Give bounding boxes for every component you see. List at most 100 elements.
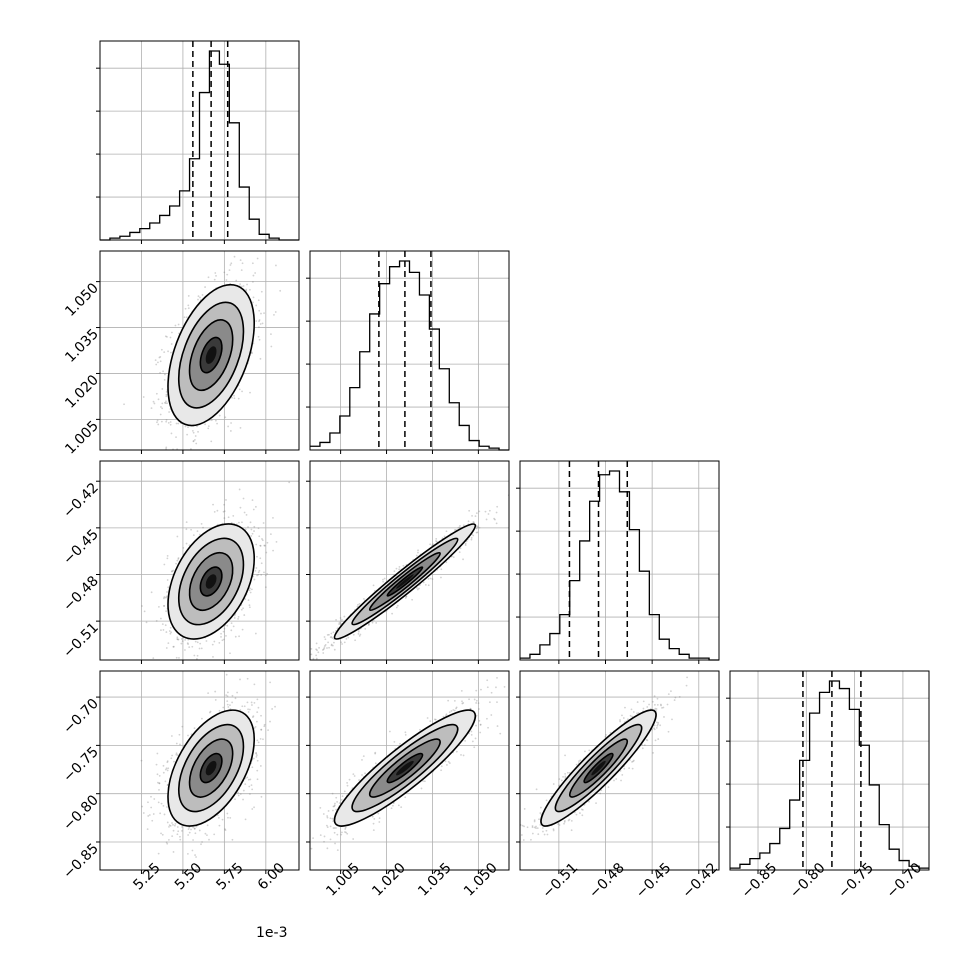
density-fill-core <box>396 574 414 589</box>
scatter-point <box>196 657 198 660</box>
scatter-point <box>224 828 226 831</box>
scatter-point <box>324 638 327 641</box>
scatter-point <box>429 577 432 580</box>
scatter-point <box>197 430 199 433</box>
scatter-point <box>153 798 156 800</box>
scatter-point <box>317 651 320 654</box>
scatter-point <box>224 416 227 419</box>
scatter-point <box>487 513 490 515</box>
scatter-point <box>192 440 195 442</box>
scatter-point <box>181 826 183 828</box>
scatter-point <box>173 760 175 763</box>
scatter-point <box>251 262 254 265</box>
scatter-point <box>312 667 314 669</box>
scatter-point <box>166 761 169 764</box>
scatter-point <box>170 432 173 435</box>
scatter-point <box>261 322 264 325</box>
scatter-point <box>227 425 230 428</box>
scatter-point <box>258 535 261 538</box>
scatter-point <box>200 717 203 720</box>
scatter-point <box>239 283 241 286</box>
scatter-point <box>333 641 335 644</box>
density-contour <box>177 301 245 409</box>
scatter-point <box>324 643 327 646</box>
scatter-point <box>175 752 178 755</box>
scatter-point <box>247 708 249 711</box>
scatter-point <box>443 535 446 538</box>
scatter-point <box>273 313 275 316</box>
scatter-point <box>364 628 367 630</box>
scatter-point <box>193 827 196 830</box>
scatter-point <box>235 279 238 282</box>
scatter-point <box>169 336 172 339</box>
scatter-point <box>218 414 221 417</box>
scatter-point <box>288 481 291 484</box>
scatter-point <box>429 543 432 546</box>
scatter-point <box>180 642 183 645</box>
scatter-point <box>161 402 164 405</box>
scatter-point <box>175 422 178 425</box>
scatter-point <box>183 316 186 319</box>
scatter-point <box>258 569 261 572</box>
scatter-point <box>186 642 189 645</box>
scatter-point <box>261 539 264 542</box>
scatter-point <box>331 637 334 639</box>
scatter-point <box>227 516 230 519</box>
scatter-point <box>225 279 228 281</box>
scatter-point <box>475 527 478 530</box>
scatter-point <box>172 645 175 648</box>
scatter-point <box>161 388 164 390</box>
scatter-point <box>170 351 172 354</box>
scatter-point <box>257 571 260 574</box>
scatter-point <box>185 528 188 531</box>
scatter-point <box>422 581 425 584</box>
scatter-point <box>206 824 209 827</box>
scatter-point <box>156 421 158 424</box>
scatter-point <box>194 832 197 835</box>
scatter-point <box>193 438 196 441</box>
scatter-point <box>167 767 170 770</box>
scatter-point <box>196 530 199 533</box>
scatter-point <box>260 562 263 565</box>
scatter-point <box>478 510 481 513</box>
scatter-point <box>163 401 166 404</box>
scatter-point <box>199 296 201 299</box>
scatter-point <box>404 597 407 599</box>
scatter-point <box>233 255 236 258</box>
density-contour <box>199 336 223 374</box>
scatter-point <box>187 295 190 297</box>
scatter-point <box>211 643 214 646</box>
scatter-point <box>255 543 258 546</box>
density-contour <box>177 537 245 626</box>
scatter-point <box>227 691 229 694</box>
scatter-point <box>375 621 378 624</box>
scatter-point <box>161 407 164 410</box>
density-contour <box>351 537 459 626</box>
scatter-point <box>243 511 246 514</box>
scatter-point <box>155 392 158 395</box>
scatter-point <box>230 262 233 265</box>
scatter-point <box>230 622 233 625</box>
scatter-point <box>275 540 278 543</box>
scatter-point <box>212 656 214 658</box>
scatter-point <box>257 299 260 302</box>
scatter-point <box>432 543 435 546</box>
scatter-point <box>242 607 244 610</box>
scatter-point <box>157 605 160 608</box>
scatter-point <box>172 645 175 648</box>
scatter-point <box>178 733 181 736</box>
scatter-point <box>322 652 325 654</box>
scatter-point <box>263 312 265 314</box>
scatter-point <box>322 649 324 651</box>
scatter-point <box>166 842 169 845</box>
scatter-point <box>312 657 315 660</box>
scatter-point <box>240 608 243 611</box>
scatter-point <box>258 309 261 312</box>
scatter-point <box>362 598 365 600</box>
scatter-point <box>467 520 470 523</box>
scatter-point <box>196 641 199 644</box>
scatter-point <box>511 493 513 495</box>
scatter-point <box>257 335 260 338</box>
scatter-point <box>476 531 479 534</box>
scatter-point <box>170 343 173 345</box>
